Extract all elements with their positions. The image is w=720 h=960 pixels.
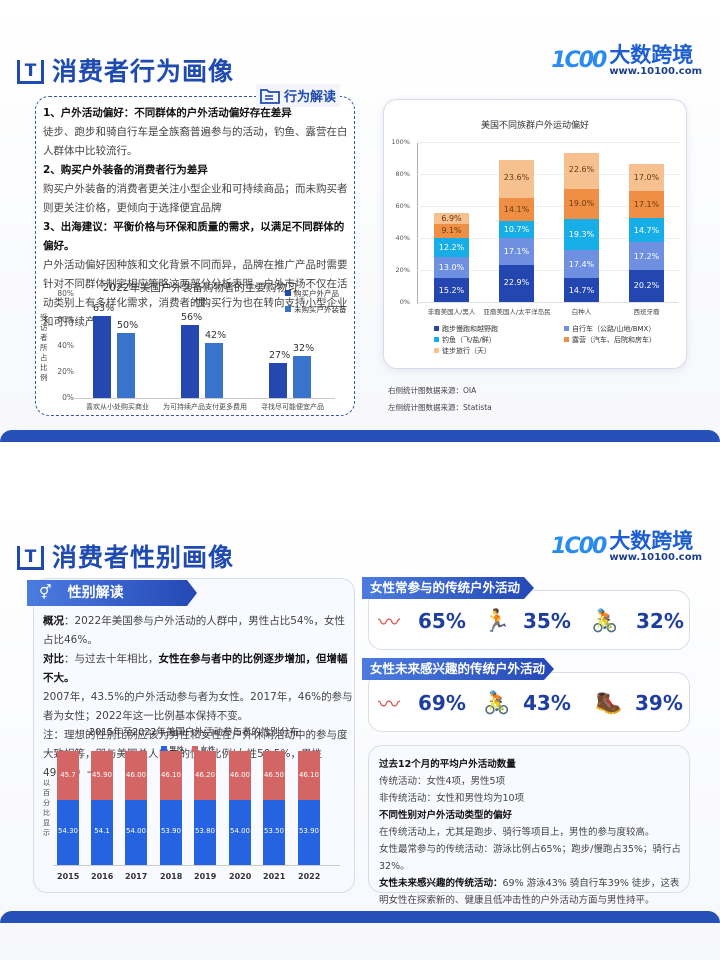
bar-nonbuyers-g3: 32% <box>293 343 314 398</box>
stack-seg: 22.6% <box>564 153 599 189</box>
brand-logo: 1C00 大数跨境 www.10100.com <box>551 530 702 563</box>
stack-seg: 9.1% <box>434 224 469 238</box>
x-axis-line <box>70 398 335 399</box>
bar-nonbuyers-g1: 50% <box>117 320 138 398</box>
stack-seg: 10.7% <box>499 221 534 238</box>
stack-seg: 12.2% <box>434 238 469 257</box>
point-1-text: 徒步、跑步和骑自行车是全族裔普遍参与的活动，钓鱼、露营在白人群体中比较流行。 <box>43 126 348 157</box>
stack-seg: 17.2% <box>629 242 664 270</box>
women-future-activities-card <box>368 672 690 732</box>
brand-logo: 1C00 大数跨境 www.10100.com <box>551 44 702 77</box>
folder-doc-icon <box>260 88 280 104</box>
stack-seg: 19.3% <box>564 219 599 250</box>
stack-seg: 17.1% <box>629 191 664 218</box>
stack-seg: 20.2% <box>629 270 664 302</box>
logo-mark-icon: 1C00 <box>551 534 607 559</box>
stack-seg: 17.1% <box>499 238 534 265</box>
chart-title: 2015年至2022年美国户外活动参与者的性别分布 <box>89 727 299 738</box>
stack-seg: 15.2% <box>434 278 469 302</box>
y-axis-label: 受访者所占比例 <box>40 313 48 382</box>
point-2-text: 购买户外装备的消费者更关注小型企业和可持续商品；而未购买者则更关注价格，更倾向于… <box>43 183 348 214</box>
page-title-row: T 消费者行为画像 <box>14 52 235 88</box>
chart-title: 美国不同族群户外运动偏好 <box>480 121 589 131</box>
logo-url: www.10100.com <box>609 66 702 77</box>
gender-symbol-icon: ⚥ <box>39 585 52 601</box>
stack-seg: 17.4% <box>564 250 599 278</box>
gender-tag-label: 性别解读 <box>67 585 124 601</box>
activity-summary-card: 过去12个月的平均户外活动数量 传统活动：女性4项，男性5项 非传统活动：女性和… <box>368 745 690 906</box>
stack-seg: 14.7% <box>564 278 599 302</box>
stack-seg: 17.0% <box>629 164 664 191</box>
point-1-heading: 1、户外活动偏好：不同群体的户外活动偏好存在差异 <box>43 107 292 119</box>
stack-seg: 19.0% <box>564 189 599 219</box>
logo-url: www.10100.com <box>609 552 702 563</box>
chart-legend: 男性 女性 <box>161 744 215 755</box>
gender-distribution-chart: 2015年至2022年美国户外活动参与者的性别分布 男性 女性 以百分比显示 4… <box>33 718 355 893</box>
bar-nonbuyers-g2: 42% <box>205 330 226 398</box>
women-common-activities-card <box>368 590 690 650</box>
page-title: 消费者性别画像 <box>52 543 235 572</box>
source-statista: 左侧统计图数据来源：Statista <box>388 403 492 412</box>
chart-title: 2022年美国户外装备购物者的主要购物习惯 <box>102 282 298 309</box>
logo-name: 大数跨境 <box>609 529 694 553</box>
stack-seg: 23.6% <box>499 160 534 198</box>
women-future-tag: 女性未来感兴趣的传统户外活动 <box>362 658 554 680</box>
swimming-icon: 〰 <box>378 611 401 636</box>
stack-seg: 14.1% <box>499 198 534 221</box>
women-common-row: 〰 65% 🏃 35% 🚴 32% <box>378 605 688 637</box>
page-title-row: T 消费者性别画像 <box>14 538 235 574</box>
cycling-icon: 🚴 <box>591 608 619 634</box>
stack-seg: 13.0% <box>434 257 469 278</box>
bar-buyers-g1: 63% <box>93 303 114 398</box>
stack-seg: 22.9% <box>499 265 534 302</box>
behavior-text: 1、户外活动偏好：不同群体的户外活动偏好存在差异 徒步、跑步和骑自行车是全族裔普… <box>43 104 348 332</box>
footer-bar <box>0 430 720 442</box>
stack-seg: 6.9% <box>434 213 469 224</box>
panel-tag: 行为解读 <box>256 84 341 107</box>
women-common-tag: 女性常参与的传统户外活动 <box>362 577 534 599</box>
slide-behavior: T 消费者行为画像 1C00 大数跨境 www.10100.com 行为解读 1… <box>0 0 720 442</box>
cycling-icon: 🚴 <box>483 690 511 716</box>
panel-tag-label: 行为解读 <box>284 90 337 105</box>
logo-name: 大数跨境 <box>609 43 694 67</box>
hiking-icon: 🥾 <box>595 690 623 716</box>
chart-legend: 购买户外产品 未购买户外装备 <box>285 286 355 318</box>
gender-tag: ⚥ 性别解读 <box>27 580 197 606</box>
title-bracket-icon: T <box>14 56 47 84</box>
running-icon: 🏃 <box>483 608 511 634</box>
title-bracket-icon: T <box>14 542 47 570</box>
shopping-habits-chart: 2022年美国户外装备购物者的主要购物习惯 受访者所占比例 80% 60% 40… <box>40 278 355 413</box>
women-future-row: 〰 69% 🚴 43% 🥾 39% <box>378 687 688 719</box>
source-oia: 右侧统计图数据来源：OIA <box>388 386 477 395</box>
stack-seg: 14.7% <box>629 218 664 242</box>
footer-bar <box>0 911 720 923</box>
point-2-heading: 2、购买户外装备的消费者行为差异 <box>43 164 208 176</box>
swimming-icon: 〰 <box>378 693 401 718</box>
bar-buyers-g2: 56% <box>181 312 202 398</box>
ethnic-preference-chart-card: 美国不同族群户外运动偏好 100% 80% 60% 40% 20% 0% 15.… <box>383 99 687 369</box>
slide-gender: T 消费者性别画像 1C00 大数跨境 www.10100.com ⚥ 性别解读 … <box>0 500 720 960</box>
bar-buyers-g3: 27% <box>269 350 290 398</box>
point-3-heading: 3、出海建议：平衡价格与环保和质量的需求，以满足不同群体的偏好。 <box>43 221 345 252</box>
page-title: 消费者行为画像 <box>52 57 235 86</box>
logo-mark-icon: 1C00 <box>551 48 607 73</box>
y-axis-label: 以百分比显示 <box>43 779 50 837</box>
summary-text: 过去12个月的平均户外活动数量 传统活动：女性4项，男性5项 非传统活动：女性和… <box>379 759 681 906</box>
